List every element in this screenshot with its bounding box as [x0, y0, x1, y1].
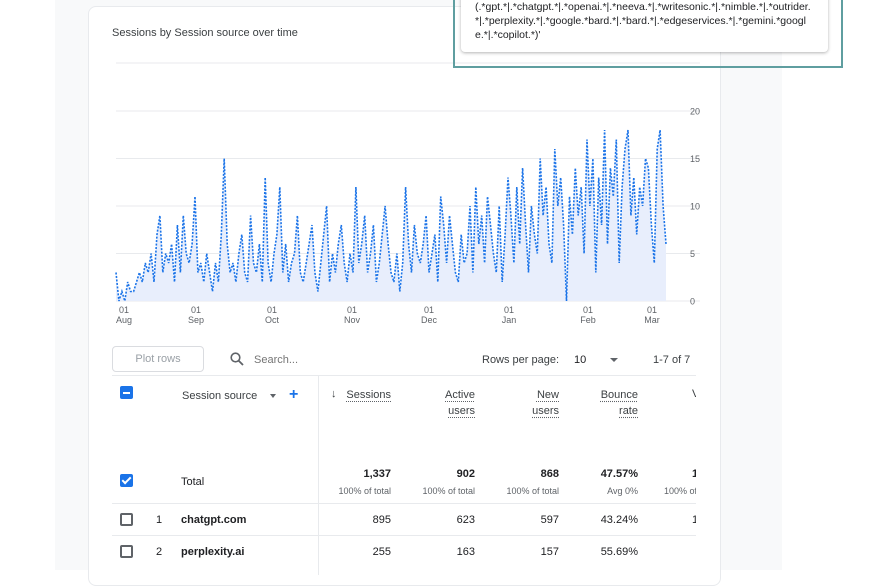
column-header-sessions[interactable]: Sessions: [346, 387, 391, 403]
svg-text:01: 01: [119, 305, 129, 315]
sort-arrow-icon: ↓: [331, 388, 337, 400]
row-new-users: 597: [540, 514, 559, 526]
svg-text:01: 01: [347, 305, 357, 315]
chevron-down-icon[interactable]: [270, 394, 276, 398]
tooltip-highlight-frame: [453, 0, 843, 68]
row-source-perplexity[interactable]: perplexity.ai: [181, 546, 245, 558]
y-tick-label: 0: [690, 297, 695, 307]
total-active-users: 902: [456, 468, 475, 480]
total-bounce-rate-sub: Avg 0%: [607, 486, 638, 496]
column-header-bounce-rate[interactable]: Bounce rate: [601, 387, 638, 419]
select-all-checkbox[interactable]: [120, 386, 133, 399]
svg-text:Sep: Sep: [188, 315, 204, 325]
column-header-truncated[interactable]: V: [692, 388, 696, 400]
rows-per-page-label: Rows per page:: [482, 354, 560, 366]
y-tick-label: 20: [690, 107, 700, 117]
svg-text:Aug: Aug: [116, 315, 132, 325]
row-new-users: 157: [540, 546, 559, 558]
y-tick-label: 5: [690, 249, 695, 259]
column-header-new-users[interactable]: New users: [532, 387, 559, 419]
row-checkbox[interactable]: [120, 545, 133, 558]
svg-text:Jan: Jan: [502, 315, 517, 325]
table-toolbar: Plot rows Rows per page: 10 1-7 of 7: [112, 346, 696, 374]
total-bounce-rate: 47.57%: [600, 468, 638, 480]
column-header-label: Active: [445, 389, 475, 401]
column-header-label: Sessions: [346, 389, 391, 401]
total-active-users-sub: 100% of total: [422, 486, 475, 496]
chart-series-line: [115, 129, 667, 302]
column-header-label: users: [448, 405, 475, 417]
total-truncated-sub: 100% of: [664, 486, 696, 496]
total-label: Total: [181, 476, 205, 488]
rows-per-page-select[interactable]: 10: [574, 354, 587, 366]
column-header-label: users: [532, 405, 559, 417]
svg-text:01: 01: [267, 305, 277, 315]
tooltip-text: (.*gpt.*|.*chatgpt.*|.*openai.*|.*neeva.…: [475, 1, 811, 41]
series-line: [115, 129, 667, 302]
svg-text:Nov: Nov: [344, 315, 361, 325]
svg-text:01: 01: [424, 305, 434, 315]
row-source-chatgpt[interactable]: chatgpt.com: [181, 514, 247, 526]
column-header-label: New: [536, 389, 559, 401]
column-header-label: rate: [619, 405, 638, 417]
column-header-active-users[interactable]: Active users: [445, 387, 475, 419]
row-bounce-rate: 43.24%: [600, 514, 638, 526]
svg-text:Oct: Oct: [265, 315, 280, 325]
dimension-column-divider: [318, 375, 319, 575]
row-divider: [112, 535, 696, 536]
svg-text:01: 01: [191, 305, 201, 315]
column-header-label: Bounce: [600, 389, 638, 401]
total-sessions-sub: 100% of total: [338, 486, 391, 496]
add-dimension-icon[interactable]: +: [289, 386, 299, 403]
row-bounce-rate: 55.69%: [600, 546, 638, 558]
svg-text:Dec: Dec: [421, 315, 438, 325]
total-new-users-sub: 100% of total: [506, 486, 559, 496]
row-checkbox[interactable]: [120, 513, 133, 526]
row-index: 1: [156, 514, 163, 526]
chart-area-fill: [116, 130, 666, 301]
row-truncated: 1: [692, 514, 696, 526]
search-input[interactable]: [252, 353, 406, 367]
total-sessions: 1,337: [363, 468, 391, 480]
svg-text:Feb: Feb: [580, 315, 596, 325]
svg-text:01: 01: [583, 305, 593, 315]
row-sessions: 255: [372, 546, 391, 558]
search-icon[interactable]: [230, 352, 244, 366]
row-sessions: 895: [372, 514, 391, 526]
total-new-users: 868: [540, 468, 559, 480]
dimension-header[interactable]: Session source: [182, 390, 258, 402]
row-divider: [112, 503, 696, 504]
row-index: 2: [156, 546, 163, 558]
row-active-users: 163: [456, 546, 475, 558]
chart-title: Sessions by Session source over time: [112, 27, 298, 39]
chart-y-axis: 0 5 10 15 20: [690, 107, 700, 307]
svg-text:01: 01: [647, 305, 657, 315]
chevron-down-icon[interactable]: [610, 358, 618, 362]
row-active-users: 623: [456, 514, 475, 526]
pagination-range: 1-7 of 7: [653, 354, 691, 366]
plot-rows-button[interactable]: Plot rows: [112, 346, 204, 372]
y-tick-label: 10: [690, 202, 700, 212]
total-row-checkbox[interactable]: [120, 474, 133, 487]
svg-text:01: 01: [504, 305, 514, 315]
y-tick-label: 15: [690, 154, 700, 164]
series-area: [116, 130, 666, 301]
regex-tooltip: (.*gpt.*|.*chatgpt.*|.*openai.*|.*neeva.…: [461, 0, 828, 52]
table-top-divider: [112, 375, 696, 376]
svg-text:Mar: Mar: [644, 315, 660, 325]
total-truncated: 1: [692, 468, 696, 480]
